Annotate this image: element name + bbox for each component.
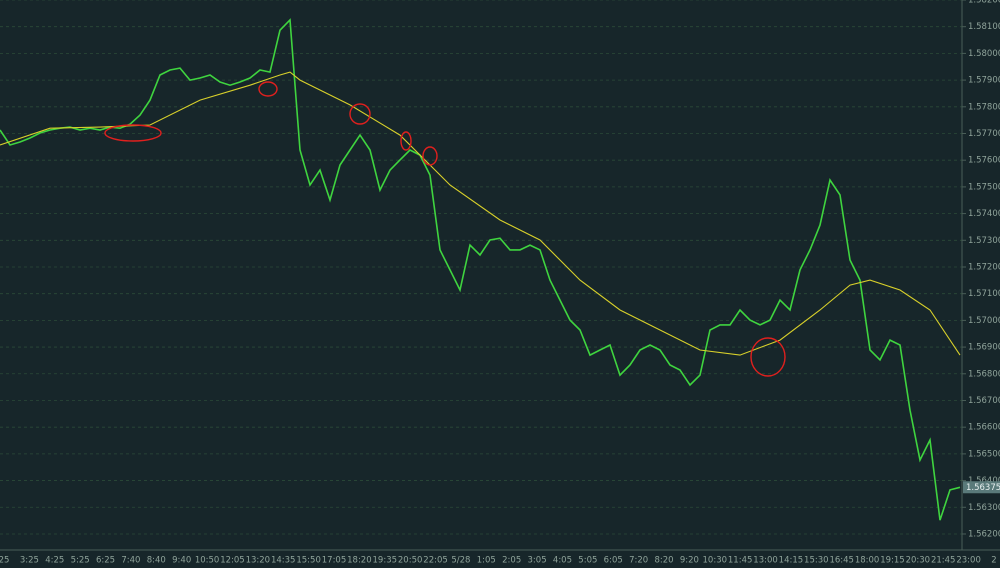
y-tick-label: 1.56700 (968, 396, 1000, 406)
x-tick-label: 5:25 (71, 556, 90, 566)
y-tick-label: 1.57000 (968, 316, 1000, 326)
x-tick-label: 19:15 (880, 556, 905, 566)
y-tick-label: 1.56600 (968, 423, 1000, 433)
price-line (0, 18, 961, 521)
x-tick-label: 20:50 (398, 556, 423, 566)
y-tick-label: 1.56400 (968, 476, 1000, 486)
y-tick-label: 1.57400 (968, 209, 1000, 219)
y-tick-label: 1.57200 (968, 262, 1000, 272)
x-tick-label: 2:05 (502, 556, 521, 566)
x-tick-label: 12:05 (220, 556, 245, 566)
x-tick-label: 13:00 (753, 556, 778, 566)
x-tick-label: 4:25 (45, 556, 64, 566)
x-tick-label: 3:05 (528, 556, 547, 566)
x-tick-label: 10:50 (195, 556, 220, 566)
current-price-label: 1.56375 (966, 483, 1000, 493)
x-tick-label: 2 (991, 556, 996, 566)
y-tick-label: 1.57600 (968, 156, 1000, 166)
x-tick-label: 7:20 (629, 556, 648, 566)
annotation-circle (104, 124, 162, 142)
annotations (104, 81, 786, 377)
x-tick-label: 6:25 (96, 556, 115, 566)
y-tick-label: 1.58200 (968, 0, 1000, 6)
x-tick-label: 11:45 (728, 556, 753, 566)
y-tick-label: 1.56800 (968, 369, 1000, 379)
x-tick-label: 9:20 (680, 556, 699, 566)
x-tick-label: 5:05 (578, 556, 597, 566)
x-tick-label: 17:05 (322, 556, 347, 566)
x-tick-label: 14:35 (271, 556, 296, 566)
x-tick-label: 21:45 (931, 556, 956, 566)
x-tick-label: 23:00 (956, 556, 981, 566)
x-tick-label: 14:15 (779, 556, 804, 566)
x-tick-label: 9:40 (172, 556, 191, 566)
y-tick-label: 1.56900 (968, 343, 1000, 353)
x-tick-label: 18:00 (855, 556, 880, 566)
y-tick-label: 1.57800 (968, 102, 1000, 112)
annotation-circle (750, 337, 786, 377)
y-tick-label: 1.57100 (968, 289, 1000, 299)
x-tick-label: 16:45 (829, 556, 854, 566)
x-tick-label: 25 (0, 556, 9, 566)
x-tick-label: 8:20 (654, 556, 673, 566)
x-tick-label: 8:40 (147, 556, 166, 566)
x-tick-label: 4:05 (553, 556, 572, 566)
x-tick-label: 20:30 (906, 556, 931, 566)
x-tick-label: 22:05 (423, 556, 448, 566)
x-tick-label: 7:40 (121, 556, 140, 566)
annotation-circle (400, 131, 412, 151)
grid (0, 0, 962, 535)
annotation-circle (258, 81, 278, 97)
x-tick-label: 15:50 (296, 556, 321, 566)
x-tick-label: 6:05 (604, 556, 623, 566)
y-tick-label: 1.56500 (968, 449, 1000, 459)
y-tick-label: 1.58000 (968, 49, 1000, 59)
y-tick-label: 1.57900 (968, 76, 1000, 86)
current-price-tag (963, 481, 1000, 494)
x-tick-label: 3:25 (20, 556, 39, 566)
y-tick-label: 1.56300 (968, 503, 1000, 513)
y-tick-label: 1.57300 (968, 236, 1000, 246)
moving-average-line (0, 71, 961, 356)
plot (0, 18, 961, 521)
y-tick-label: 1.58100 (968, 22, 1000, 32)
x-tick-label: 19:35 (373, 556, 398, 566)
y-tick-label: 1.56200 (968, 529, 1000, 539)
x-tick-label: 5/28 (451, 556, 470, 566)
x-tick-label: 10:30 (703, 556, 728, 566)
y-tick-label: 1.57700 (968, 129, 1000, 139)
annotation-circle (422, 146, 438, 166)
y-tick-label: 1.57500 (968, 182, 1000, 192)
x-tick-label: 15:30 (804, 556, 829, 566)
annotation-circle (349, 103, 371, 125)
x-tick-label: 1:05 (477, 556, 496, 566)
x-tick-label: 13:20 (246, 556, 271, 566)
x-tick-label: 18:20 (347, 556, 372, 566)
